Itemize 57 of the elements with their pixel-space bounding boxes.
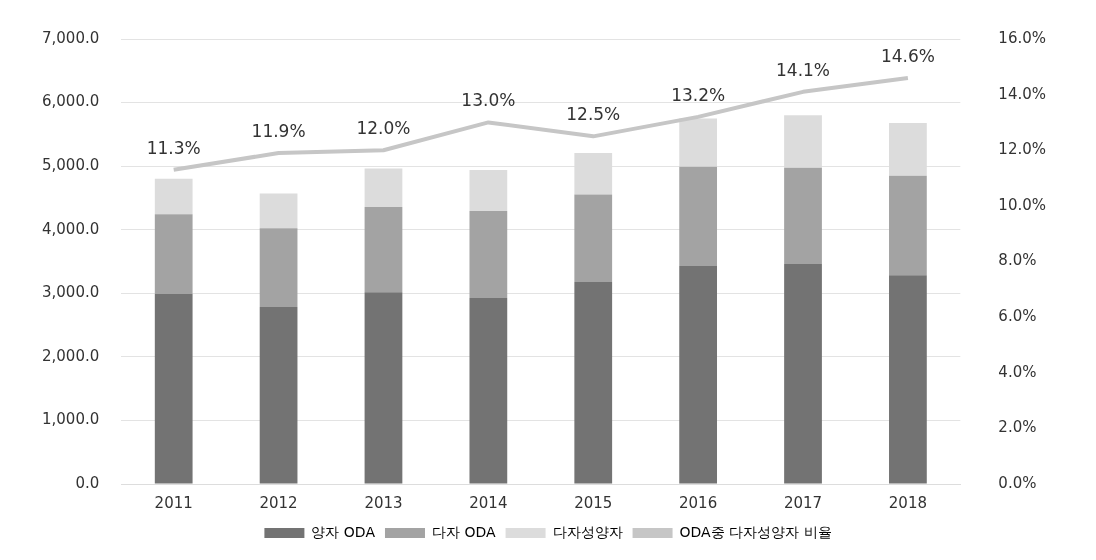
bar bbox=[889, 175, 927, 276]
bar bbox=[154, 293, 193, 484]
bar bbox=[154, 178, 193, 215]
data-label: 14.6% bbox=[880, 45, 935, 66]
y-tick-label: 3,000.0 bbox=[41, 283, 100, 302]
bar bbox=[889, 275, 927, 484]
y2-tick-label: 12.0% bbox=[998, 140, 1046, 159]
y2-tick-label: 4.0% bbox=[998, 362, 1037, 381]
data-label: 11.3% bbox=[146, 137, 201, 158]
bar bbox=[784, 167, 822, 264]
y2-tick-label: 8.0% bbox=[998, 251, 1037, 270]
legend-label: 다자성양자 bbox=[552, 523, 623, 540]
bar bbox=[469, 211, 508, 299]
x-tick-label: 2012 bbox=[259, 493, 298, 512]
y2-tick-label: 16.0% bbox=[998, 28, 1046, 47]
data-label: 11.9% bbox=[251, 120, 306, 141]
bar bbox=[364, 168, 403, 207]
y2-tick-label: 10.0% bbox=[998, 195, 1046, 214]
y-tick-label: 5,000.0 bbox=[41, 156, 100, 175]
bar bbox=[469, 298, 508, 484]
bar bbox=[574, 281, 613, 484]
legend-label: 다자 ODA bbox=[431, 523, 496, 540]
bar bbox=[259, 228, 298, 308]
x-tick-label: 2011 bbox=[154, 493, 193, 512]
bar bbox=[784, 263, 822, 484]
x-tick-label: 2018 bbox=[888, 493, 927, 512]
y-tick-label: 7,000.0 bbox=[41, 28, 100, 47]
data-label: 13.2% bbox=[671, 84, 726, 105]
y2-tick-label: 2.0% bbox=[998, 418, 1037, 437]
y-tick-label: 2,000.0 bbox=[41, 346, 100, 365]
bar bbox=[259, 307, 298, 484]
x-tick-label: 2014 bbox=[469, 493, 508, 512]
bar bbox=[679, 266, 718, 484]
y2-tick-label: 6.0% bbox=[998, 307, 1037, 326]
legend-label: ODA중 다자성양자 비율 bbox=[679, 523, 832, 540]
data-label: 12.0% bbox=[356, 118, 411, 139]
y2-tick-label: 0.0% bbox=[998, 473, 1037, 492]
bar bbox=[154, 214, 193, 294]
bar bbox=[469, 169, 508, 212]
bar bbox=[259, 193, 298, 229]
data-label: 12.5% bbox=[566, 104, 621, 125]
x-tick-label: 2017 bbox=[783, 493, 823, 512]
x-tick-label: 2013 bbox=[364, 493, 403, 512]
x-tick-label: 2015 bbox=[574, 493, 613, 512]
bar bbox=[574, 194, 613, 282]
y2-tick-label: 14.0% bbox=[998, 84, 1046, 103]
y-tick-label: 1,000.0 bbox=[41, 410, 100, 429]
x-tick-label: 2016 bbox=[679, 493, 718, 512]
bar bbox=[364, 292, 403, 484]
bar bbox=[679, 166, 718, 267]
data-label: 14.1% bbox=[776, 59, 831, 80]
legend-label: 양자 ODA bbox=[311, 523, 376, 540]
bar bbox=[364, 206, 403, 293]
y-tick-label: 0.0 bbox=[75, 473, 100, 492]
y-tick-label: 6,000.0 bbox=[41, 92, 100, 111]
y-tick-label: 4,000.0 bbox=[41, 219, 100, 238]
data-label: 13.0% bbox=[461, 90, 516, 111]
